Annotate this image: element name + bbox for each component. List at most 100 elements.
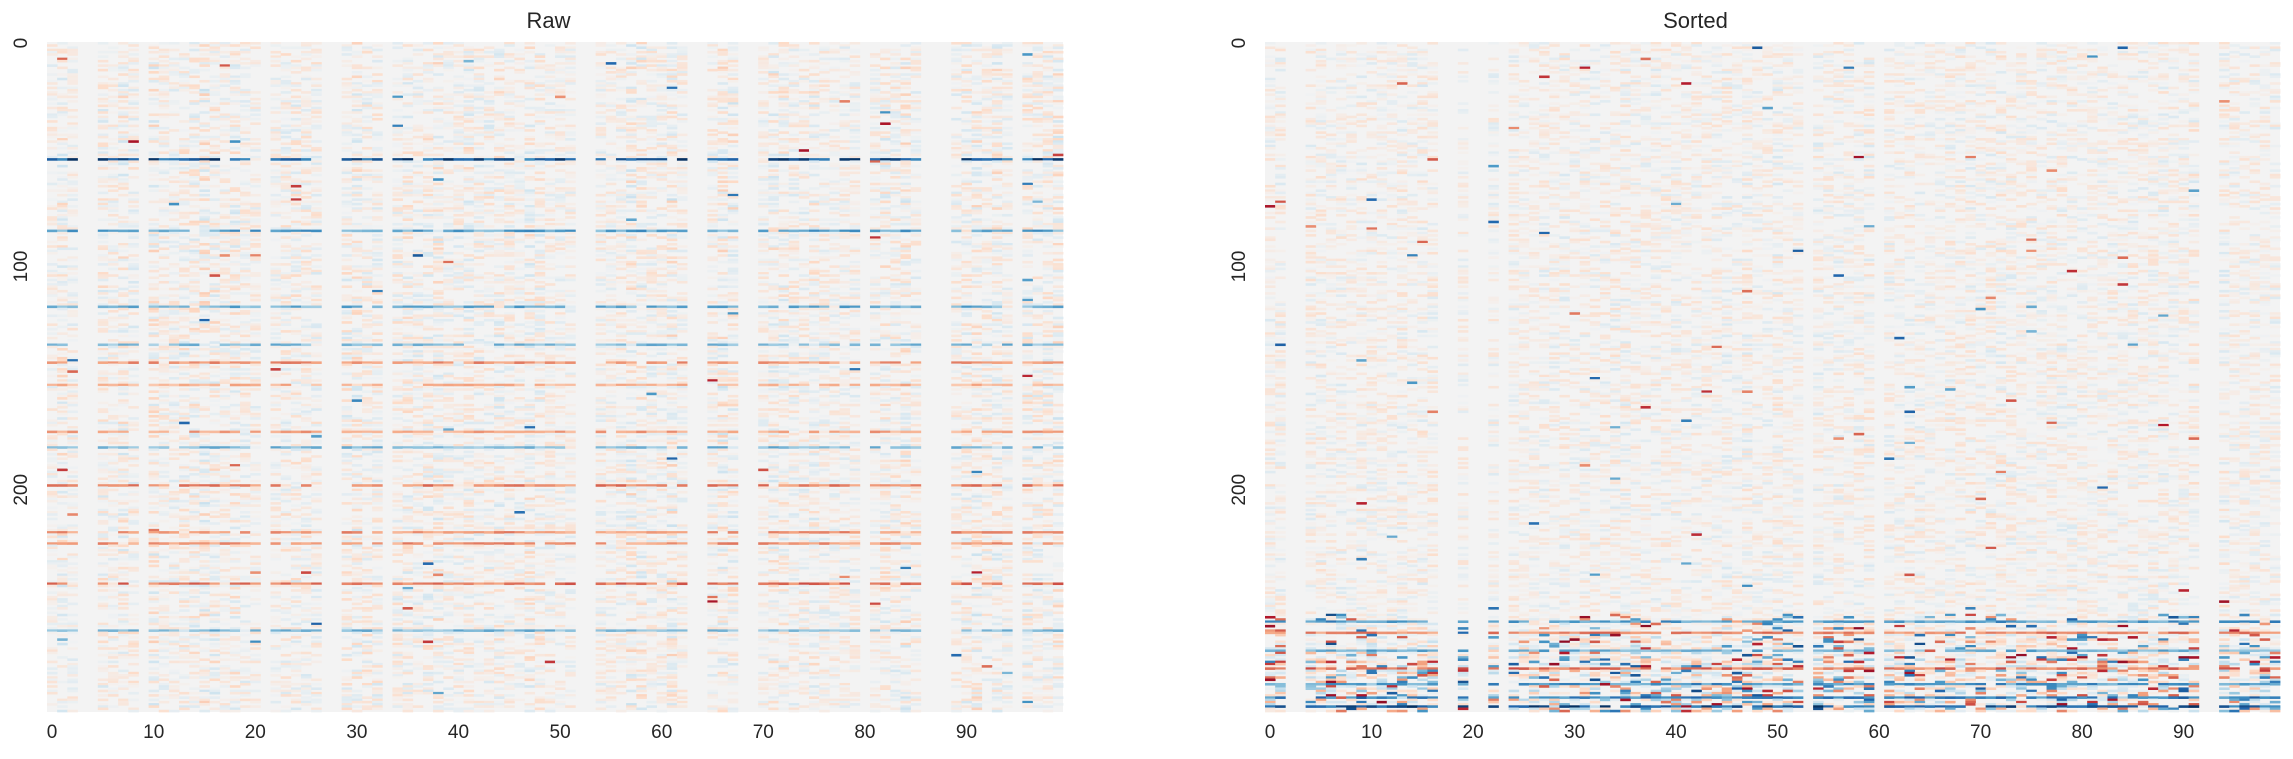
heatmap-cell: [179, 653, 190, 657]
heatmap-cell: [118, 162, 129, 166]
heatmap-cell: [47, 229, 58, 233]
heatmap-cell: [311, 169, 322, 172]
heatmap-cell: [57, 307, 68, 311]
heatmap-cell: [57, 680, 68, 684]
heatmap-cell: [433, 200, 444, 204]
heatmap-cell: [219, 406, 231, 409]
heatmap-cell: [209, 459, 221, 463]
heatmap-cell: [47, 490, 58, 494]
heatmap-cell: [47, 689, 58, 693]
heatmap-cell: [199, 104, 210, 108]
heatmap-cell: [219, 343, 231, 347]
heatmap-cell: [412, 464, 424, 467]
heatmap-cell: [433, 611, 444, 615]
heatmap-cell: [341, 131, 353, 134]
heatmap-cell: [301, 468, 312, 472]
heatmap-cell: [107, 526, 119, 530]
heatmap-cell: [107, 408, 119, 411]
heatmap-cell: [179, 258, 190, 262]
heatmap-cell: [311, 372, 322, 376]
heatmap-cell: [250, 361, 261, 364]
heatmap-cell: [179, 249, 190, 253]
heatmap-cell: [209, 370, 221, 373]
heatmap-cell: [301, 260, 312, 264]
heatmap-cell: [422, 595, 434, 599]
heatmap-cell: [168, 370, 180, 373]
heatmap-cell: [47, 301, 58, 304]
heatmap-cell: [433, 658, 444, 661]
heatmap-cell: [250, 106, 261, 110]
heatmap-cell: [280, 546, 292, 550]
heatmap-cell: [361, 178, 373, 181]
heatmap-cell: [433, 207, 444, 210]
heatmap-cell: [168, 68, 180, 72]
heatmap-cell: [47, 189, 58, 192]
heatmap-cell: [280, 106, 292, 110]
heatmap-cell: [47, 495, 58, 498]
heatmap-cell: [361, 419, 373, 423]
heatmap-cell: [240, 104, 251, 108]
heatmap-cell: [209, 236, 221, 239]
heatmap-cell: [219, 473, 231, 476]
heatmap-cell: [433, 256, 444, 259]
heatmap-cell: [179, 312, 190, 315]
heatmap-cell: [361, 658, 373, 661]
heatmap-cell: [311, 193, 322, 197]
heatmap-cell: [372, 321, 383, 324]
heatmap-cell: [97, 694, 109, 697]
heatmap-cell: [311, 149, 322, 152]
heatmap-cell: [311, 354, 322, 358]
heatmap-cell: [240, 200, 251, 204]
heatmap-cell: [412, 573, 424, 577]
heatmap-cell: [341, 272, 353, 275]
heatmap-cell: [361, 343, 373, 347]
heatmap-cell: [301, 334, 312, 338]
heatmap-cell: [199, 631, 210, 635]
heatmap-cell: [433, 566, 444, 570]
heatmap-cell: [240, 62, 251, 65]
heatmap-cell: [290, 64, 302, 67]
heatmap-cell: [118, 229, 129, 233]
heatmap-cell: [209, 171, 221, 175]
heatmap-cell: [250, 274, 261, 277]
heatmap-cell: [301, 459, 312, 463]
heatmap-cell: [219, 323, 231, 326]
heatmap-cell: [219, 593, 231, 597]
heatmap-cell: [148, 477, 160, 481]
heatmap-cell: [290, 59, 302, 63]
heatmap-cell: [199, 546, 210, 550]
heatmap-cell: [97, 455, 109, 458]
heatmap-cell: [240, 269, 251, 273]
heatmap-cell: [341, 455, 353, 458]
heatmap-cell: [57, 164, 68, 168]
heatmap-cell: [229, 638, 241, 641]
heatmap-cell: [372, 479, 383, 483]
heatmap-cell: [97, 133, 109, 137]
heatmap-cell: [412, 595, 424, 599]
heatmap-cell: [148, 162, 160, 166]
heatmap-cell: [311, 435, 322, 438]
heatmap-cell: [97, 164, 109, 168]
heatmap-cell: [158, 42, 170, 45]
heatmap-cell: [47, 106, 58, 110]
heatmap-cell: [47, 667, 58, 670]
heatmap-cell: [158, 115, 170, 119]
heatmap-cell: [148, 607, 160, 610]
heatmap-cell: [433, 707, 444, 711]
heatmap-cell: [97, 218, 109, 222]
heatmap-cell: [361, 399, 373, 402]
heatmap-cell: [422, 325, 434, 329]
heatmap-cell: [341, 689, 353, 693]
heatmap-cell: [189, 466, 200, 469]
heatmap-cell: [229, 343, 241, 347]
heatmap-cell: [179, 414, 190, 418]
heatmap-cell: [290, 104, 302, 108]
heatmap-cell: [229, 209, 241, 213]
heatmap-cell: [341, 124, 353, 128]
heatmap-cell: [361, 276, 373, 280]
heatmap-cell: [148, 656, 160, 659]
heatmap-cell: [422, 466, 434, 469]
heatmap-cell: [270, 55, 282, 58]
heatmap-cell: [179, 464, 190, 467]
heatmap-cell: [361, 403, 373, 407]
